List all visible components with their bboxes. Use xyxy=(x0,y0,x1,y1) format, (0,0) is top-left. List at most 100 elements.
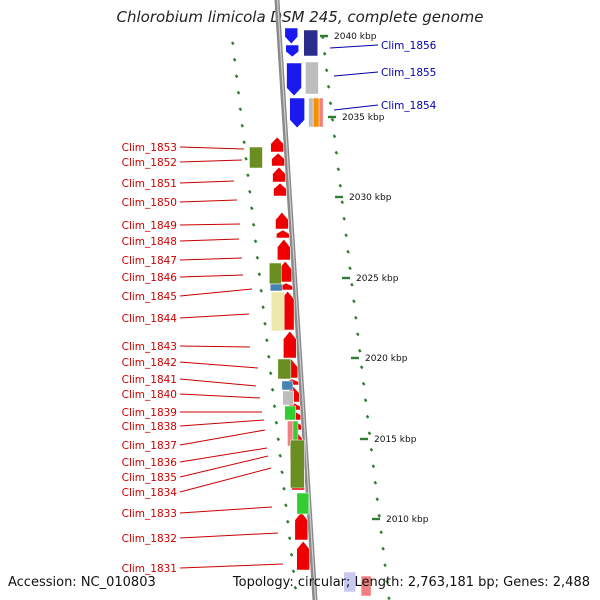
label-leader xyxy=(179,159,243,163)
tick-mark xyxy=(278,453,282,458)
gene-label: Clim_1854 xyxy=(381,100,437,112)
label-leader xyxy=(179,532,279,539)
gene-arrow xyxy=(284,27,299,45)
tick-mark xyxy=(285,519,290,524)
gene-labels: Clim_1853 Clim_1852 Clim_1851 Clim_1850 Clim… xyxy=(122,40,437,575)
cds-block xyxy=(303,29,318,57)
cds-block xyxy=(284,405,296,421)
cds-block xyxy=(281,380,294,391)
gene-arrow xyxy=(272,166,286,183)
tick-mark xyxy=(255,255,260,260)
label-leader xyxy=(179,393,261,399)
gene-arrow xyxy=(273,182,287,197)
label-leader xyxy=(179,467,272,493)
map-title: Chlorobium limicola DSM 245, complete ge… xyxy=(116,8,484,26)
gene-arrow xyxy=(285,44,300,58)
tick-mark xyxy=(280,470,284,475)
tick-mark xyxy=(334,150,339,155)
tick-mark xyxy=(385,579,389,584)
tick-mark xyxy=(340,200,344,205)
tick-mark xyxy=(336,167,341,172)
label-leader xyxy=(179,223,241,226)
tick-mark xyxy=(261,305,265,310)
gene-label: Clim_1855 xyxy=(381,67,436,79)
tick-mark xyxy=(236,90,241,95)
label-leader xyxy=(179,288,253,297)
cds-block xyxy=(269,283,283,292)
tick-mark xyxy=(276,437,281,442)
cds-block xyxy=(282,390,294,406)
gene-arrow xyxy=(275,211,289,230)
tick-mark xyxy=(248,189,252,194)
tick-mark xyxy=(322,51,327,56)
tick-mark xyxy=(326,84,331,89)
tick-mark xyxy=(232,57,237,62)
label-leader xyxy=(179,257,243,261)
tick-mark xyxy=(361,381,366,386)
gene-arrow xyxy=(271,152,285,167)
label-leader xyxy=(179,361,259,369)
gene-label: Clim_1845 xyxy=(122,291,177,303)
gene-label: Clim_1835 xyxy=(122,472,177,484)
tick-mark xyxy=(381,546,385,551)
cds-block xyxy=(318,97,324,128)
gene-label: Clim_1853 xyxy=(122,142,177,154)
gene-label: Clim_1839 xyxy=(122,407,177,419)
tick-mark xyxy=(328,101,333,106)
gene-label: Clim_1840 xyxy=(122,389,177,401)
gene-label: Clim_1842 xyxy=(122,357,177,369)
label-leader xyxy=(179,345,251,348)
tick-mark xyxy=(369,447,374,452)
tick-mark xyxy=(344,233,348,238)
scale-label: 2020 kbp xyxy=(365,354,408,364)
tick-mark xyxy=(263,321,267,326)
label-leader xyxy=(179,313,250,319)
accession-text: Accession: NC_010803 xyxy=(8,575,156,590)
label-leader xyxy=(179,506,273,514)
gene-arrow xyxy=(294,511,309,541)
scale-label: 2015 kbp xyxy=(374,435,417,445)
gene-label: Clim_1838 xyxy=(122,421,177,433)
label-leader xyxy=(179,238,240,242)
scale-labels: 2040 kbp 2035 kbp 2030 kbp 2025 kbp 2020 kbp… xyxy=(320,32,429,525)
tick-mark xyxy=(268,371,273,376)
tick-mark xyxy=(383,563,387,568)
label-leader xyxy=(179,378,257,387)
gene-arrow xyxy=(276,238,291,261)
tick-mark xyxy=(259,288,263,293)
tick-mark xyxy=(230,41,235,46)
gene-label: Clim_1856 xyxy=(381,40,437,52)
tick-mark xyxy=(330,117,335,122)
tick-mark xyxy=(287,536,292,541)
scale-label: 2040 kbp xyxy=(334,32,377,42)
label-leader xyxy=(179,419,265,427)
backbone-highlight xyxy=(276,0,317,600)
label-leader xyxy=(179,180,235,184)
tick-mark xyxy=(363,398,368,403)
gene-label: Clim_1831 xyxy=(122,563,177,575)
tick-mark xyxy=(348,266,352,271)
tick-mark xyxy=(365,414,370,419)
label-leader xyxy=(179,199,238,203)
tick-track-left xyxy=(230,41,298,590)
scale-label: 2035 kbp xyxy=(342,113,385,123)
gene-label: Clim_1850 xyxy=(122,197,177,209)
gene-label: Clim_1836 xyxy=(122,457,178,469)
gene-label: Clim_1851 xyxy=(122,178,177,190)
gene-arrow xyxy=(296,540,310,571)
tick-mark xyxy=(377,513,381,518)
tick-mark xyxy=(246,173,250,178)
cds-block xyxy=(270,291,285,332)
tick-mark xyxy=(352,299,356,304)
cds-block xyxy=(269,262,282,285)
tick-mark xyxy=(242,140,246,145)
label-leader xyxy=(333,71,379,77)
scale-label: 2030 kbp xyxy=(349,193,392,203)
label-leader xyxy=(333,104,379,111)
scale-label: 2010 kbp xyxy=(386,515,429,525)
gene-label: Clim_1834 xyxy=(122,487,178,499)
gene-label: Clim_1844 xyxy=(122,313,178,325)
gene-label: Clim_1847 xyxy=(122,255,177,267)
tick-mark xyxy=(357,348,362,353)
